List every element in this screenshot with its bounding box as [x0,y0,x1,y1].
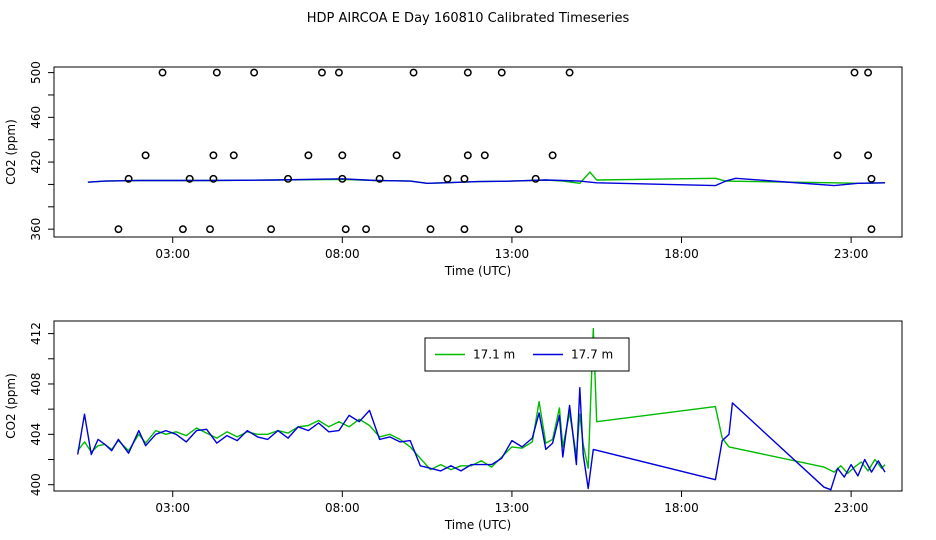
x-axis-label: Time (UTC) [444,264,511,278]
y-tick-label: 500 [29,61,43,84]
data-point-marker [375,174,384,183]
data-point-marker [334,68,343,77]
data-point-marker [338,174,347,183]
data-point-marker [867,225,876,234]
legend: 17.1 m 17.7 m [424,337,630,372]
data-point-marker [864,68,873,77]
data-point-marker [426,225,435,234]
chart-title: HDP AIRCOA E Day 160810 Calibrated Times… [307,11,630,26]
data-point-marker [565,68,574,77]
data-point-marker [497,68,506,77]
series-line-blue [87,177,886,187]
data-point-marker [850,68,859,77]
x-axis-label: Time (UTC) [444,518,511,532]
data-point-marker [833,151,842,160]
plot-frame [53,66,903,238]
data-point-marker [514,225,523,234]
data-point-marker [304,151,313,160]
data-point-marker [141,151,150,160]
data-point-marker [409,68,418,77]
data-point-marker [209,151,218,160]
data-point-marker [212,68,221,77]
legend-label: 17.1 m [473,348,515,362]
y-tick-label: 460 [29,106,43,129]
data-point-marker [178,225,187,234]
data-point-marker [338,151,347,160]
data-point-marker [460,174,469,183]
x-tick-label: 23:00 [834,501,869,515]
data-point-marker [463,68,472,77]
x-tick-label: 13:00 [495,501,530,515]
data-point-marker [209,174,218,183]
x-tick-label: 18:00 [664,501,699,515]
legend-label: 17.7 m [571,348,613,362]
plot-frame [53,320,903,492]
x-tick-label: 23:00 [834,247,869,261]
x-tick-label: 03:00 [155,501,190,515]
data-point-marker [250,68,259,77]
data-point-marker [267,225,276,234]
data-point-marker [531,174,540,183]
x-tick-label: 18:00 [664,247,699,261]
x-tick-label: 08:00 [325,247,360,261]
series-line-blue [77,387,886,491]
data-point-marker [158,68,167,77]
y-tick-label: 400 [29,473,43,496]
x-tick-label: 03:00 [155,247,190,261]
data-point-marker [229,151,238,160]
data-point-marker [284,174,292,183]
y-tick-label: 412 [29,322,43,345]
data-point-marker [480,151,489,160]
data-point-marker [185,174,194,183]
data-point-marker [443,174,452,183]
data-point-marker [114,225,123,234]
data-point-marker [548,151,557,160]
y-tick-label: 360 [29,218,43,241]
data-point-marker [867,174,876,183]
data-point-marker [318,68,326,77]
y-tick-label: 408 [29,373,43,396]
y-axis-label: CO2 (ppm) [4,373,18,439]
data-point-marker [460,225,469,234]
plot-panel-2: 03:00 08:00 13:00 18:00 23:00 400 404 408 412 Tim… [4,320,903,532]
data-point-marker [206,225,214,234]
plot-panel-1: 03:00 08:00 13:00 18:00 23:00 360 420 460 500 Tim… [4,61,903,278]
data-point-marker [392,151,401,160]
data-point-marker [124,174,133,183]
y-tick-label: 420 [29,151,43,174]
x-tick-label: 08:00 [325,501,360,515]
y-axis-label: CO2 (ppm) [4,119,18,185]
x-tick-label: 13:00 [495,247,530,261]
data-point-marker [341,225,350,234]
y-tick-label: 404 [29,423,43,446]
data-point-marker [362,225,371,234]
data-point-marker [463,151,472,160]
data-point-marker [864,151,873,160]
series-line-green [77,327,886,475]
